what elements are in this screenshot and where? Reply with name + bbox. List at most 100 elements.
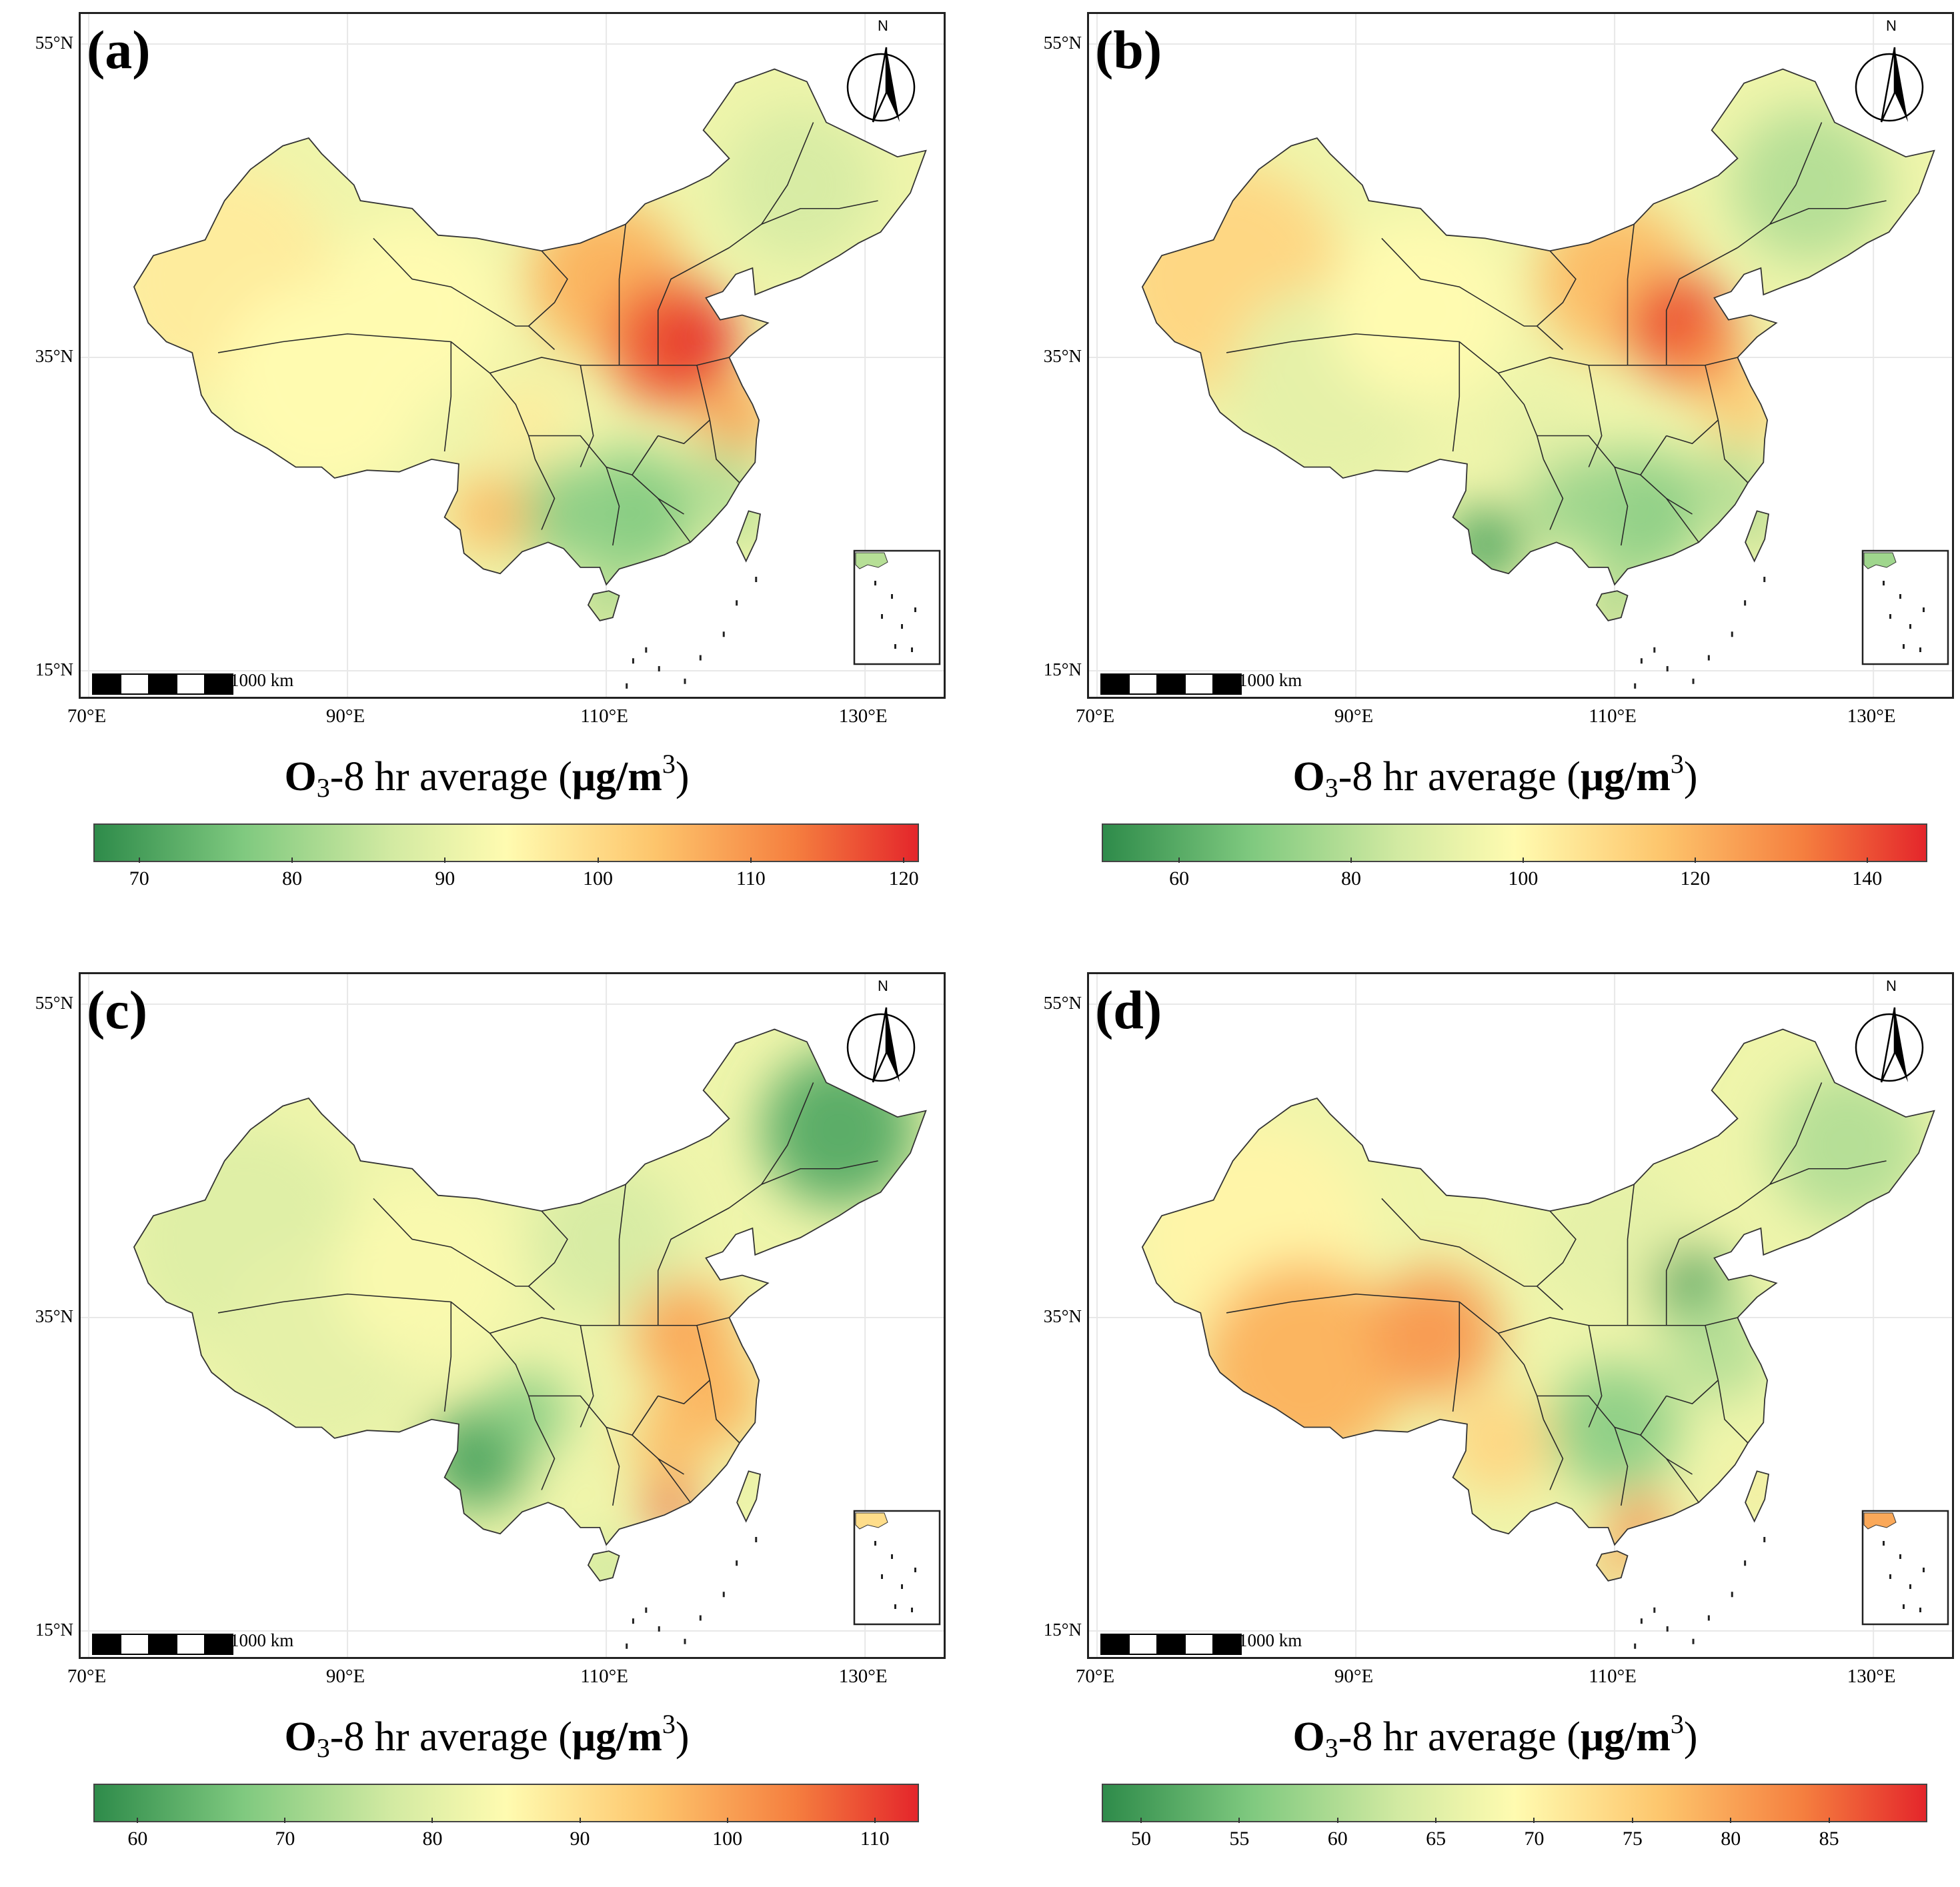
colorbar-tick-mark	[138, 857, 140, 863]
panel-label: (a)	[87, 19, 151, 80]
scale-bar-label: 1000 km	[1238, 670, 1302, 690]
map-frame	[79, 12, 946, 699]
o3-region	[1666, 1297, 1770, 1401]
map-panel-a: N (a) 1000 km 55°N 35°N 15°N 70°E 90°E 110°E 130°…	[0, 0, 974, 927]
inset-island	[911, 1608, 913, 1612]
legend-title-close: )	[1683, 1714, 1698, 1760]
colorbar-tick-label: 100	[712, 1828, 743, 1850]
colorbar	[1102, 1784, 1927, 1822]
china-map	[1089, 974, 1952, 1657]
longitude-label: 90°E	[325, 705, 365, 727]
island-mark	[626, 683, 628, 689]
inset-island	[881, 614, 883, 619]
colorbar-tick-label: 70	[129, 867, 149, 889]
island-mark	[1666, 665, 1669, 671]
province-border	[658, 419, 710, 445]
map-frame	[79, 972, 946, 1659]
island-mark	[755, 577, 758, 582]
island-mark	[684, 1638, 686, 1644]
province-border	[528, 1210, 568, 1287]
island-mark	[699, 1615, 702, 1621]
legend-title-text: -8 hr average (	[1338, 1714, 1581, 1760]
o3-field	[1142, 1029, 1935, 1581]
colorbar-tick-label: 80	[422, 1828, 443, 1850]
province-border	[1588, 365, 1603, 467]
province-border	[1381, 237, 1486, 303]
o3-region	[451, 475, 529, 553]
province-border	[618, 1184, 627, 1326]
legend-title-sub: 3	[316, 1733, 330, 1763]
scale-bar-segment	[148, 1634, 177, 1655]
legend-title-o: O	[1292, 754, 1325, 799]
longitude-label: 90°E	[1334, 1666, 1374, 1687]
longitude-label: 70°E	[67, 1666, 107, 1687]
map-frame	[1087, 972, 1954, 1659]
longitude-label: 90°E	[325, 1666, 365, 1687]
scale-bar-segment	[176, 1634, 205, 1655]
province-border	[696, 1325, 740, 1444]
country-outline	[1745, 510, 1770, 563]
o3-region	[648, 1482, 695, 1529]
province-border	[373, 237, 477, 303]
colorbar-tick-mark	[1533, 1818, 1535, 1823]
colorbar-tick-label: 140	[1852, 867, 1883, 889]
map-panel-d: N (d) 1000 km 55°N 35°N 15°N 70°E 90°E 110°E 130°…	[1008, 960, 1960, 1887]
province-border	[1452, 341, 1460, 452]
inset-island	[1883, 581, 1885, 585]
island-mark	[1744, 1560, 1747, 1566]
province-border	[1588, 1325, 1603, 1428]
colorbar-tick-mark	[444, 857, 446, 863]
island-mark	[1640, 658, 1643, 664]
inset-coast	[1863, 1512, 1897, 1530]
colorbar-tick-label: 65	[1426, 1828, 1446, 1850]
province-border	[1666, 498, 1699, 543]
colorbar-tick-mark	[1336, 1818, 1338, 1823]
inset-coast	[1863, 552, 1897, 569]
latitude-label: 15°N	[35, 659, 73, 679]
colorbar-tick-label: 100	[1508, 867, 1539, 889]
island-mark	[736, 1560, 738, 1566]
province-border	[1452, 1302, 1460, 1412]
china-map	[1089, 14, 1952, 697]
colorbar-tick-mark	[750, 857, 752, 863]
country-outline	[133, 1028, 927, 1546]
scale-bar-segment	[120, 1634, 149, 1655]
longitude-label: 110°E	[1589, 705, 1637, 727]
island-mark	[645, 647, 648, 653]
legend-title-unit: μg/m	[1580, 754, 1671, 799]
legend-title-unit: μg/m	[572, 754, 662, 799]
province-border	[1226, 333, 1499, 374]
legend-title-sup: 3	[1670, 749, 1684, 779]
colorbar-tick-mark	[1140, 1818, 1142, 1823]
inset-island	[894, 644, 896, 649]
inset-coast	[855, 1512, 888, 1530]
north-arrow	[1855, 47, 1924, 123]
colorbar-tick-label: 80	[1340, 867, 1361, 889]
legend-title-unit: μg/m	[572, 1714, 662, 1760]
scale-bar-label: 1000 km	[230, 670, 294, 690]
latitude-label: 55°N	[1043, 33, 1082, 53]
legend-title-sup: 3	[1670, 1709, 1684, 1739]
latitude-label: 55°N	[1043, 993, 1082, 1013]
o3-region	[1705, 365, 1783, 443]
o3-region	[334, 1180, 516, 1362]
colorbar-tick-label: 60	[1327, 1828, 1348, 1850]
island-mark	[1640, 1618, 1643, 1624]
province-border	[1497, 372, 1545, 459]
legend-title: O3-8 hr average (μg/m3)	[0, 748, 974, 803]
colorbar-tick-mark	[284, 1818, 286, 1823]
panel-label: (d)	[1095, 980, 1162, 1040]
colorbar-tick-mark	[1350, 857, 1352, 863]
inset-island	[891, 594, 893, 599]
legend-title-o: O	[284, 754, 317, 799]
inset-island	[874, 581, 876, 585]
latitude-label: 55°N	[35, 993, 73, 1013]
inset-island	[881, 1574, 883, 1579]
o3-region	[1446, 506, 1525, 585]
o3-region	[722, 107, 878, 263]
legend-title-o: O	[284, 1714, 317, 1760]
panel-label: (b)	[1095, 19, 1162, 80]
colorbar-tick-mark	[431, 1818, 433, 1823]
colorbar-tick-mark	[597, 857, 599, 863]
province-border	[632, 1396, 659, 1436]
